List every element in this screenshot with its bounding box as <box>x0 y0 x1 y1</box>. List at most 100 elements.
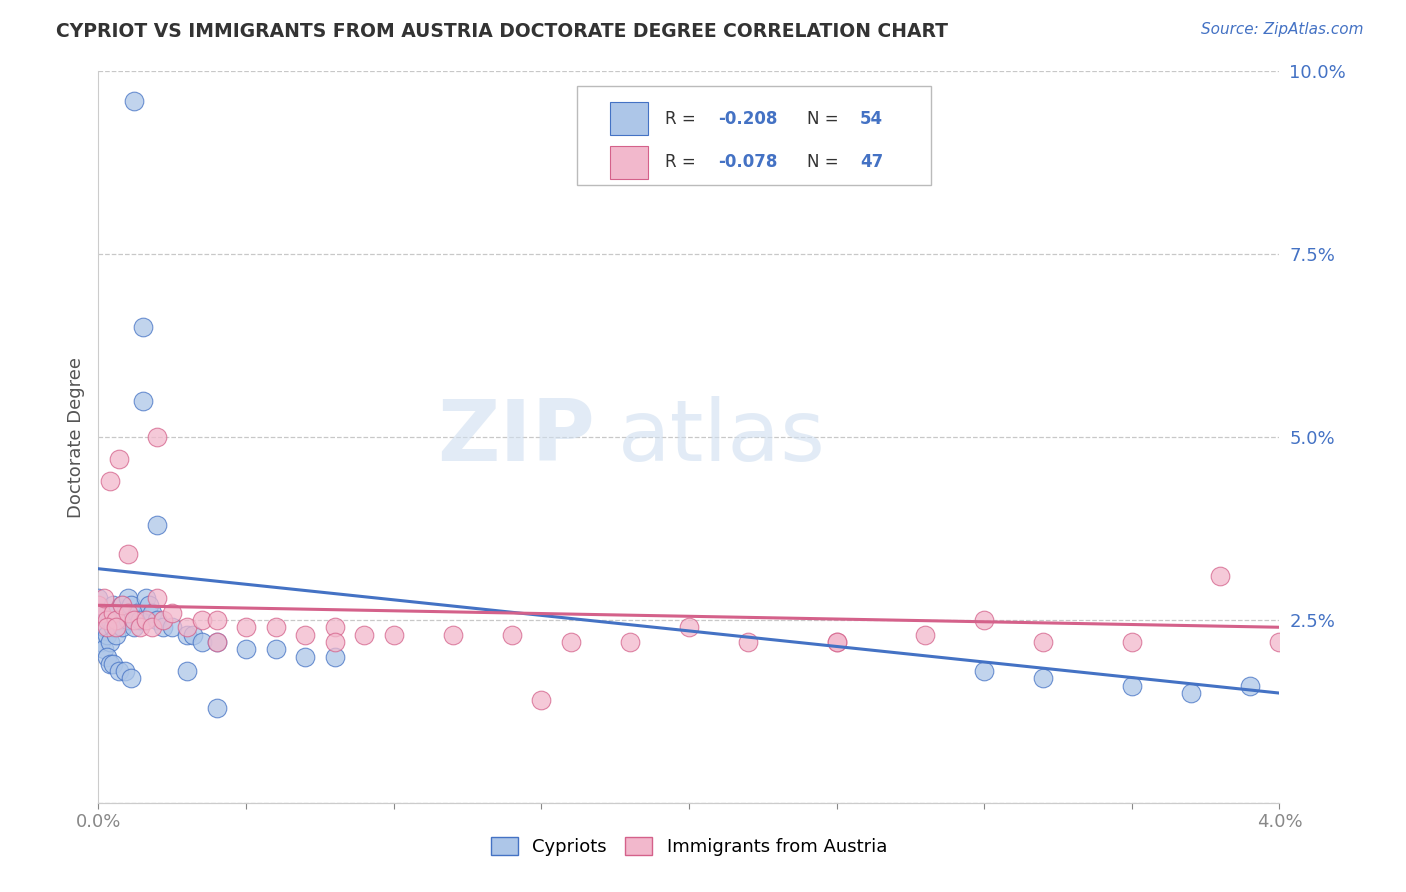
Point <box>1209 569 1232 583</box>
Text: -0.078: -0.078 <box>718 153 778 171</box>
Point <box>1032 635 1054 649</box>
Text: 54: 54 <box>860 110 883 128</box>
Point <box>103 606 125 620</box>
Point <box>235 620 257 634</box>
Point <box>825 635 848 649</box>
Point <box>323 620 346 634</box>
Point <box>96 620 118 634</box>
Point <box>111 620 134 634</box>
FancyBboxPatch shape <box>610 145 648 178</box>
Point <box>108 664 131 678</box>
Point <box>162 606 183 620</box>
Point <box>1180 686 1202 700</box>
Point <box>678 620 700 634</box>
Point <box>117 547 139 561</box>
Point <box>98 657 121 671</box>
Point <box>114 606 136 620</box>
Point <box>152 613 174 627</box>
Point <box>98 613 121 627</box>
Point <box>96 606 118 620</box>
Point <box>191 635 214 649</box>
Point <box>87 599 110 613</box>
Point <box>382 627 405 641</box>
Point <box>1121 679 1143 693</box>
Text: N =: N = <box>807 153 844 171</box>
Point <box>973 664 995 678</box>
Point <box>96 613 118 627</box>
Point <box>108 613 131 627</box>
Point <box>353 627 375 641</box>
Point <box>1032 672 1054 686</box>
Point <box>146 613 169 627</box>
Point <box>135 613 157 627</box>
Text: R =: R = <box>665 153 702 171</box>
Point <box>117 613 139 627</box>
Point <box>162 620 183 634</box>
Point <box>1239 679 1261 693</box>
Text: Source: ZipAtlas.com: Source: ZipAtlas.com <box>1201 22 1364 37</box>
Point <box>141 606 163 620</box>
Point <box>176 664 198 678</box>
Point <box>146 517 169 532</box>
Point <box>96 649 118 664</box>
Point <box>90 613 112 627</box>
Point <box>103 599 125 613</box>
Text: CYPRIOT VS IMMIGRANTS FROM AUSTRIA DOCTORATE DEGREE CORRELATION CHART: CYPRIOT VS IMMIGRANTS FROM AUSTRIA DOCTO… <box>56 22 948 41</box>
Point <box>128 613 150 627</box>
Point <box>176 620 198 634</box>
Point <box>501 627 523 641</box>
Point <box>825 635 848 649</box>
Point <box>181 627 204 641</box>
Point <box>205 700 228 714</box>
Point <box>530 693 553 707</box>
Point <box>132 320 155 334</box>
Point <box>98 474 121 488</box>
Point <box>619 635 641 649</box>
Point <box>146 591 169 605</box>
Point <box>122 620 145 634</box>
Text: N =: N = <box>807 110 844 128</box>
Point <box>205 635 228 649</box>
Point <box>105 627 128 641</box>
Point <box>264 642 287 657</box>
Point <box>103 657 125 671</box>
Point <box>1121 635 1143 649</box>
Text: R =: R = <box>665 110 702 128</box>
Point <box>128 620 150 634</box>
FancyBboxPatch shape <box>576 86 931 185</box>
Point <box>105 620 128 634</box>
Point <box>122 94 145 108</box>
Point <box>914 627 936 641</box>
Point <box>93 642 115 657</box>
Point <box>90 635 112 649</box>
Point <box>141 620 163 634</box>
Point <box>441 627 464 641</box>
Point <box>176 627 198 641</box>
Point <box>973 613 995 627</box>
Point <box>323 635 346 649</box>
Point <box>138 599 160 613</box>
Point <box>132 393 155 408</box>
Text: 47: 47 <box>860 153 883 171</box>
Point <box>105 613 128 627</box>
Point <box>117 606 139 620</box>
Point <box>98 635 121 649</box>
Point <box>294 627 316 641</box>
Text: atlas: atlas <box>619 395 827 479</box>
Y-axis label: Doctorate Degree: Doctorate Degree <box>66 357 84 517</box>
Point <box>146 430 169 444</box>
Legend: Cypriots, Immigrants from Austria: Cypriots, Immigrants from Austria <box>484 830 894 863</box>
Point <box>294 649 316 664</box>
Point <box>191 613 214 627</box>
Point <box>120 672 142 686</box>
Point <box>152 620 174 634</box>
Point <box>93 591 115 605</box>
Point <box>87 591 110 605</box>
Text: ZIP: ZIP <box>437 395 595 479</box>
Point <box>125 606 148 620</box>
Point <box>120 599 142 613</box>
Point <box>111 599 134 613</box>
Text: -0.208: -0.208 <box>718 110 778 128</box>
Point <box>122 613 145 627</box>
Point <box>135 591 157 605</box>
